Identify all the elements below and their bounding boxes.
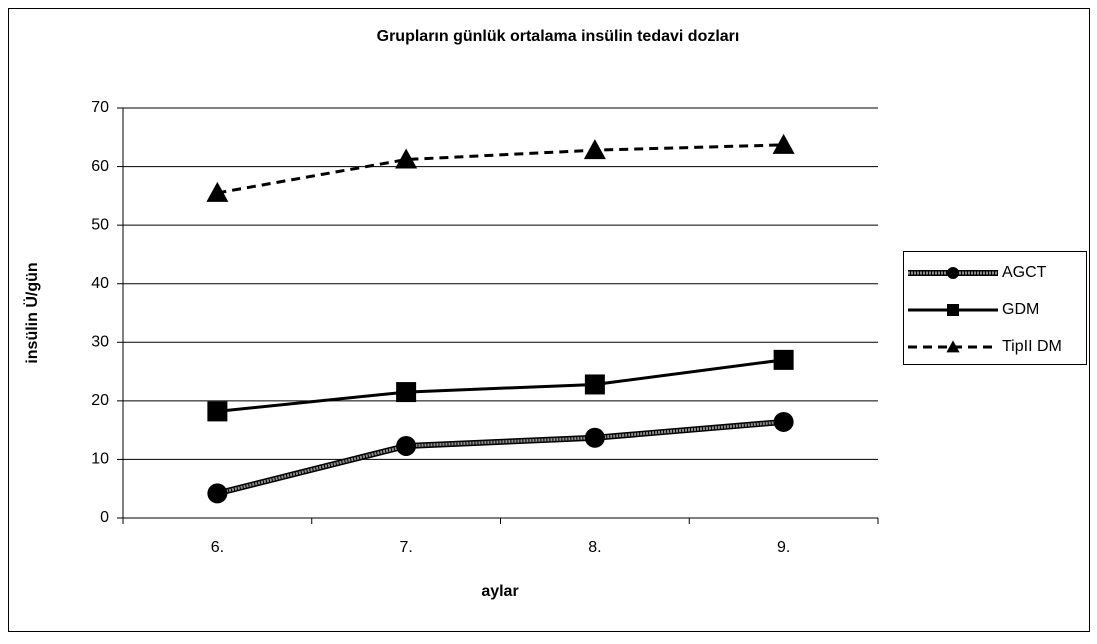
- x-axis-label: aylar: [481, 583, 518, 600]
- x-tick-label: 8.: [588, 539, 601, 556]
- x-tick-label: 7.: [399, 539, 412, 556]
- x-tick-label: 6.: [211, 539, 224, 556]
- chart-title: Grupların günlük ortalama insülin tedavi…: [377, 28, 740, 45]
- point: [583, 139, 606, 160]
- point: [773, 349, 794, 370]
- y-axis-label: insülin Ü/gün: [22, 262, 41, 363]
- y-tick-label: 70: [91, 99, 109, 116]
- point: [207, 483, 228, 504]
- y-tick-label: 60: [91, 158, 109, 175]
- point: [206, 181, 229, 202]
- point: [584, 427, 605, 448]
- legend-label: GDM: [1002, 301, 1039, 318]
- point: [584, 374, 605, 395]
- point: [396, 435, 417, 456]
- x-tick-label: 9.: [777, 539, 790, 556]
- y-tick-label: 30: [91, 334, 109, 351]
- y-tick-label: 10: [91, 451, 109, 468]
- legend-label: TipII DM: [1002, 338, 1062, 355]
- y-tick-label: 20: [91, 392, 109, 409]
- legend-marker: [947, 267, 959, 279]
- point: [395, 148, 418, 169]
- point: [773, 411, 794, 432]
- series-line: [217, 358, 784, 413]
- y-tick-label: 0: [100, 509, 109, 526]
- legend-label: AGCT: [1002, 264, 1047, 281]
- legend-marker: [946, 340, 960, 353]
- series-line: [217, 143, 784, 195]
- y-tick-label: 40: [91, 275, 109, 292]
- y-tick-label: 50: [91, 216, 109, 233]
- point: [396, 382, 417, 403]
- series-line-inner: [217, 420, 784, 495]
- point: [207, 401, 228, 422]
- legend-marker: [947, 304, 959, 316]
- point: [772, 133, 795, 154]
